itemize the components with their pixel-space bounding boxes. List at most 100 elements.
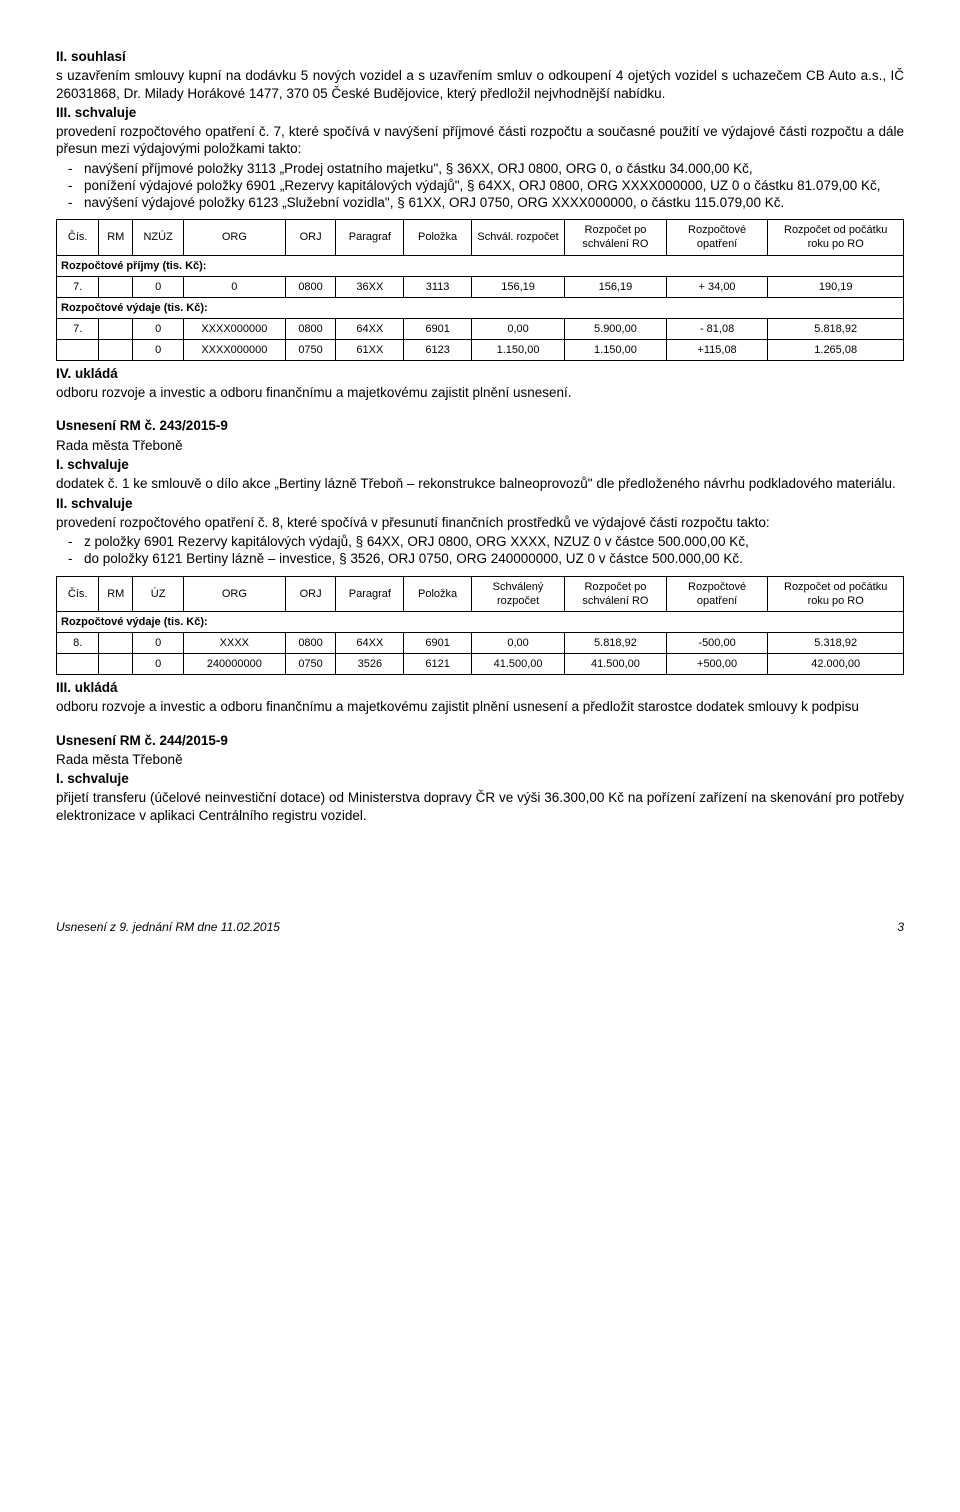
th: Položka [404,576,472,611]
td: 6123 [404,339,472,360]
td [99,653,133,674]
th: ÚZ [133,576,184,611]
th: Schválený rozpočet [471,576,564,611]
td: 7. [57,276,99,297]
section-iii-uklada: III. ukládá odboru rozvoje a investic a … [56,679,904,716]
td: -500,00 [666,632,768,653]
footer-page-number: 3 [897,920,904,935]
th: Rozpočet po schválení RO [565,576,667,611]
td: 0800 [285,632,336,653]
paragraph: Rada města Třeboně [56,437,904,454]
table-row: 0 240000000 0750 3526 6121 41.500,00 41.… [57,653,904,674]
table-header-row: Čís. RM ÚZ ORG ORJ Paragraf Položka Schv… [57,576,904,611]
td: 6901 [404,632,472,653]
td [99,276,133,297]
td: 0 [133,339,184,360]
td: 240000000 [184,653,286,674]
td: 1.150,00 [471,339,564,360]
list-item: navýšení příjmové položky 3113 „Prodej o… [56,160,904,177]
td: 0 [133,632,184,653]
td: 5.818,92 [565,632,667,653]
paragraph: odboru rozvoje a investic a odboru finan… [56,698,904,715]
th: Rozpočet od počátku roku po RO [768,576,904,611]
td: 3113 [404,276,472,297]
dash-list: z položky 6901 Rezervy kapitálových výda… [56,533,904,568]
heading: II. schvaluje [56,495,904,512]
td: 0 [184,276,286,297]
paragraph: provedení rozpočtového opatření č. 8, kt… [56,514,904,531]
td: 8. [57,632,99,653]
th: Čís. [57,220,99,255]
paragraph: dodatek č. 1 ke smlouvě o dílo akce „Ber… [56,475,904,492]
td: XXXX [184,632,286,653]
td: 1.265,08 [768,339,904,360]
td [57,653,99,674]
td: 64XX [336,632,404,653]
heading: III. schvaluje [56,104,904,121]
th: Rozpočtové opatření [666,576,768,611]
td: 190,19 [768,276,904,297]
th: RM [99,220,133,255]
paragraph: odboru rozvoje a investic a odboru finan… [56,384,904,401]
th: RM [99,576,133,611]
paragraph: přijetí transferu (účelové neinvestiční … [56,789,904,824]
td: +115,08 [666,339,768,360]
td: 5.818,92 [768,318,904,339]
td: 5.318,92 [768,632,904,653]
list-item: ponížení výdajové položky 6901 „Rezervy … [56,177,904,194]
td: + 34,00 [666,276,768,297]
dash-list: navýšení příjmové položky 3113 „Prodej o… [56,160,904,212]
table-row: 8. 0 XXXX 0800 64XX 6901 0,00 5.818,92 -… [57,632,904,653]
td: 0 [133,318,184,339]
td: 0750 [285,653,336,674]
page-footer: Usnesení z 9. jednání RM dne 11.02.2015 … [56,920,904,935]
td: 6901 [404,318,472,339]
th: ORG [184,220,286,255]
td: - 81,08 [666,318,768,339]
td: 0 [133,653,184,674]
heading: II. souhlasí [56,48,904,65]
td: 0800 [285,318,336,339]
td: 0,00 [471,632,564,653]
td [99,339,133,360]
table-section-row: Rozpočtové příjmy (tis. Kč): [57,255,904,276]
heading: IV. ukládá [56,365,904,382]
th: Paragraf [336,576,404,611]
th: Položka [404,220,472,255]
paragraph: s uzavřením smlouvy kupní na dodávku 5 n… [56,67,904,102]
td [99,632,133,653]
paragraph: provedení rozpočtového opatření č. 7, kt… [56,123,904,158]
heading: I. schvaluje [56,456,904,473]
list-item: do položky 6121 Bertiny lázně – investic… [56,550,904,567]
table-row: 7. 0 XXXX000000 0800 64XX 6901 0,00 5.90… [57,318,904,339]
heading: I. schvaluje [56,770,904,787]
usneseni-244: Usnesení RM č. 244/2015-9 Rada města Tře… [56,732,904,824]
td: 36XX [336,276,404,297]
paragraph: Rada města Třeboně [56,751,904,768]
section-cell: Rozpočtové výdaje (tis. Kč): [57,611,904,632]
td [57,339,99,360]
table-header-row: Čís. RM NZÚZ ORG ORJ Paragraf Položka Sc… [57,220,904,255]
budget-table-2: Čís. RM ÚZ ORG ORJ Paragraf Položka Schv… [56,576,904,675]
th: Rozpočet od počátku roku po RO [768,220,904,255]
th: ORJ [285,576,336,611]
td: 7. [57,318,99,339]
th: ORJ [285,220,336,255]
section-cell: Rozpočtové výdaje (tis. Kč): [57,297,904,318]
list-item: z položky 6901 Rezervy kapitálových výda… [56,533,904,550]
heading: III. ukládá [56,679,904,696]
td: 64XX [336,318,404,339]
table-row: 7. 0 0 0800 36XX 3113 156,19 156,19 + 34… [57,276,904,297]
td: 61XX [336,339,404,360]
td: XXXX000000 [184,339,286,360]
section-cell: Rozpočtové příjmy (tis. Kč): [57,255,904,276]
footer-left: Usnesení z 9. jednání RM dne 11.02.2015 [56,920,280,935]
th: Schvál. rozpočet [471,220,564,255]
td: 41.500,00 [471,653,564,674]
heading: Usnesení RM č. 244/2015-9 [56,732,904,749]
td: 0750 [285,339,336,360]
th: NZÚZ [133,220,184,255]
td [99,318,133,339]
table-row: 0 XXXX000000 0750 61XX 6123 1.150,00 1.1… [57,339,904,360]
td: 0 [133,276,184,297]
